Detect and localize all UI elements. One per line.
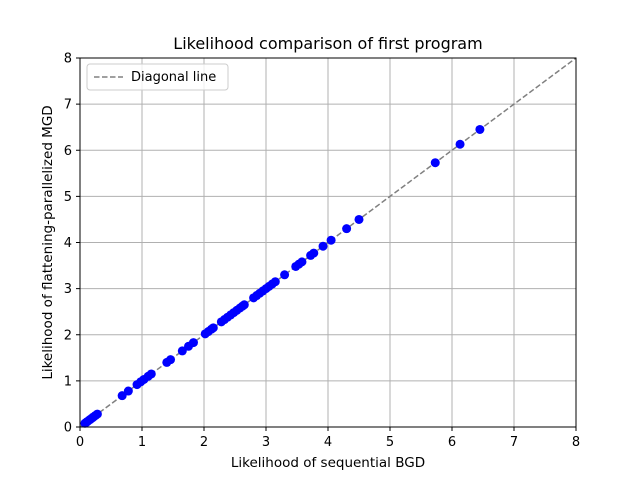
- data-point: [309, 248, 319, 258]
- x-tick-label: 2: [200, 435, 208, 450]
- y-tick-label: 8: [64, 52, 72, 67]
- y-tick-label: 4: [64, 236, 72, 251]
- data-point: [177, 346, 187, 356]
- data-point: [455, 139, 465, 149]
- y-tick-label: 0: [64, 421, 72, 436]
- y-tick-label: 7: [64, 98, 72, 113]
- data-point: [239, 300, 249, 310]
- data-points: [80, 124, 485, 428]
- data-point: [146, 369, 156, 379]
- y-tick-label: 3: [64, 282, 72, 297]
- x-tick-label: 1: [138, 435, 146, 450]
- data-point: [270, 277, 280, 287]
- legend-label: Diagonal line: [131, 70, 216, 85]
- data-point: [92, 409, 102, 419]
- x-tick-label: 3: [262, 435, 270, 450]
- y-tick-label: 1: [64, 374, 72, 389]
- data-point: [188, 338, 198, 348]
- chart-title: Likelihood comparison of first program: [173, 34, 482, 53]
- data-point: [475, 124, 485, 134]
- y-tick-label: 5: [64, 190, 72, 205]
- data-point: [430, 158, 440, 168]
- x-tick-label: 0: [76, 435, 84, 450]
- data-point: [208, 323, 218, 333]
- x-tick-label: 7: [510, 435, 518, 450]
- data-point: [280, 270, 290, 280]
- legend-box: [86, 63, 229, 91]
- y-tick-label: 2: [64, 328, 72, 343]
- data-point: [166, 355, 176, 365]
- data-point: [318, 241, 328, 251]
- data-point: [326, 235, 336, 245]
- x-axis-label: Likelihood of sequential BGD: [231, 455, 425, 471]
- y-tick-label: 6: [64, 144, 72, 159]
- y-axis-ticks: 0 1 2 3 4 5 6 7 8: [64, 52, 80, 436]
- x-tick-label: 4: [324, 435, 332, 450]
- data-point: [297, 257, 307, 267]
- x-axis-ticks: 0 1 2 3 4 5 6 7 8: [76, 427, 580, 450]
- legend: Diagonal line: [86, 63, 229, 91]
- y-axis-label: Likelihood of flattening-parallelized MG…: [40, 105, 56, 379]
- data-point: [354, 214, 364, 224]
- x-tick-label: 5: [386, 435, 394, 450]
- data-point: [123, 386, 133, 396]
- x-tick-label: 6: [448, 435, 456, 450]
- data-point: [117, 391, 127, 401]
- x-tick-label: 8: [572, 435, 580, 450]
- data-point: [342, 224, 352, 234]
